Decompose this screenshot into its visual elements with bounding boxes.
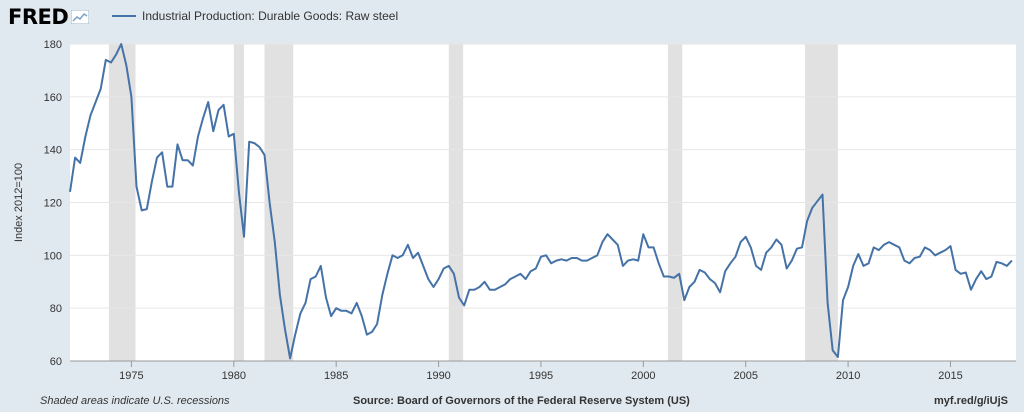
x-tick-label: 2010 xyxy=(836,370,860,382)
x-tick-label: 2000 xyxy=(631,370,655,382)
x-tick-label: 1985 xyxy=(324,370,348,382)
x-tick-label: 2005 xyxy=(733,370,757,382)
y-tick-label: 80 xyxy=(50,303,62,315)
short-link[interactable]: myf.red/g/iUjS xyxy=(934,395,1008,407)
fred-chart-icon xyxy=(71,10,90,24)
x-axis-ticks: 1975 1980 1985 1990 1995 2000 2005 2010 2015 xyxy=(70,360,1016,382)
x-tick-label: 2015 xyxy=(938,370,962,382)
legend-label: Industrial Production: Durable Goods: Ra… xyxy=(142,9,399,23)
x-tick-label: 1980 xyxy=(222,370,246,382)
chart-header: FRED Industrial Production: Durable Good… xyxy=(0,0,1024,34)
y-tick-label: 60 xyxy=(50,356,62,368)
series-layer xyxy=(69,43,1013,360)
fred-logo-text: FRED xyxy=(8,5,69,29)
x-tick-label: 1990 xyxy=(426,370,450,382)
fred-logo[interactable]: FRED xyxy=(8,5,90,29)
legend-swatch xyxy=(112,15,136,17)
x-tick-label: 1995 xyxy=(529,370,553,382)
series-line-0 xyxy=(69,43,1013,360)
y-tick-label: 160 xyxy=(44,92,62,104)
y-tick-label: 120 xyxy=(44,198,62,210)
source-note: Source: Board of Governors of the Federa… xyxy=(353,395,690,407)
y-tick-label: 140 xyxy=(44,145,62,157)
x-tick-label: 1975 xyxy=(119,370,143,382)
recession-note: Shaded areas indicate U.S. recessions xyxy=(40,395,230,407)
y-tick-label: 180 xyxy=(44,39,62,51)
chart-legend: Industrial Production: Durable Goods: Ra… xyxy=(112,9,398,23)
y-axis-label: Index 2012=100 xyxy=(13,163,25,242)
y-tick-label: 100 xyxy=(44,250,62,262)
y-axis-ticks: 60 80 100 120 140 160 180 xyxy=(44,39,62,368)
